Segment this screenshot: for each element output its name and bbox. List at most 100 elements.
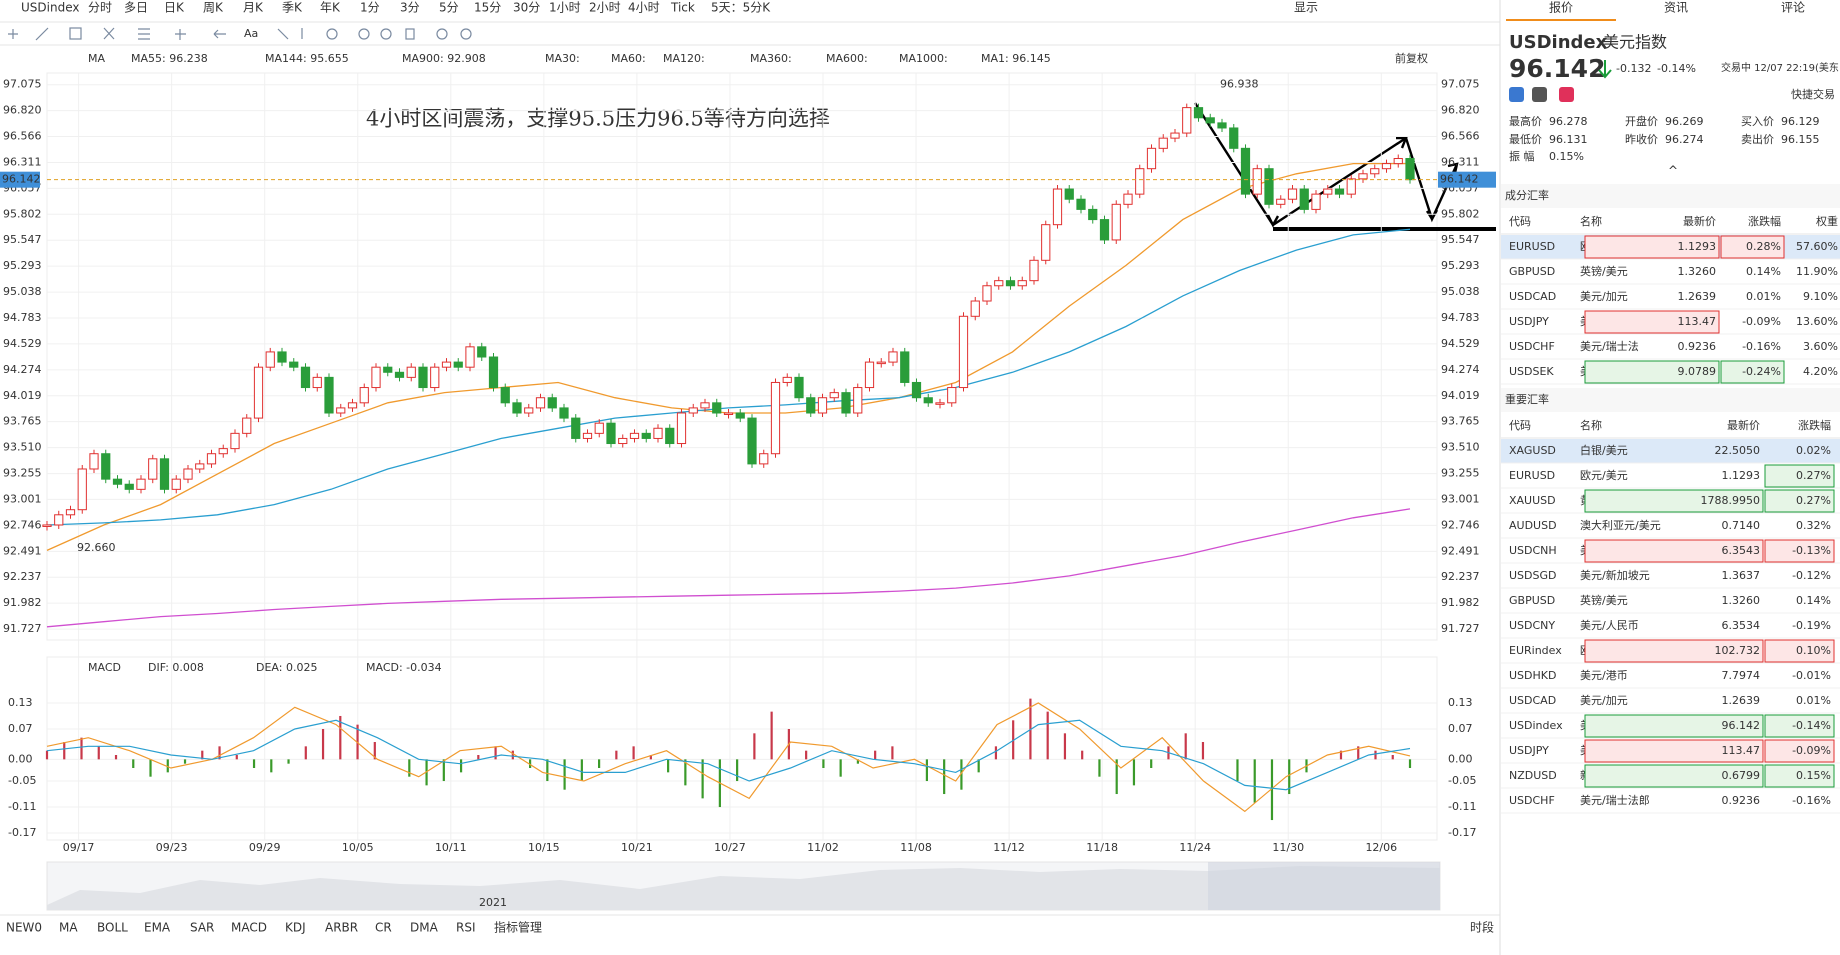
- candle: [829, 392, 839, 399]
- y-tick-label: 92.491: [3, 544, 42, 557]
- cell-code[interactable]: USDCAD: [1509, 290, 1556, 303]
- cell-code[interactable]: USDCNH: [1509, 544, 1557, 557]
- cell-code[interactable]: USDSGD: [1509, 569, 1556, 582]
- panel-tab[interactable]: 报价: [1549, 0, 1573, 15]
- indicator-tab[interactable]: MACD: [231, 921, 267, 935]
- collapse-caret[interactable]: ^: [1668, 164, 1678, 178]
- cell-code[interactable]: GBPUSD: [1509, 265, 1555, 278]
- candle: [1017, 280, 1027, 287]
- period-tab[interactable]: Tick: [670, 1, 695, 15]
- indicator-tab[interactable]: NEW0: [6, 921, 42, 935]
- flash-box: [1764, 539, 1835, 563]
- table-header: 名称: [1580, 418, 1602, 432]
- flash-box: [1764, 739, 1835, 763]
- candle: [347, 402, 358, 409]
- cell-code[interactable]: USDHKD: [1509, 669, 1556, 682]
- period-tab[interactable]: 30分: [513, 1, 540, 15]
- candle: [1170, 132, 1180, 139]
- candle: [465, 346, 475, 368]
- candle: [42, 524, 52, 527]
- candle: [1088, 208, 1098, 221]
- cell-code[interactable]: AUDUSD: [1509, 519, 1557, 532]
- candle: [312, 376, 322, 389]
- cell-code[interactable]: GBPUSD: [1509, 594, 1555, 607]
- y-tick-label: 93.255: [3, 467, 42, 480]
- indicator-tab[interactable]: RSI: [456, 921, 476, 935]
- period-tab[interactable]: 4小时: [628, 1, 660, 15]
- period-tab[interactable]: 5天：5分K: [711, 1, 771, 15]
- indicator-tab[interactable]: CR: [375, 921, 392, 935]
- period-tab[interactable]: 分时: [88, 1, 112, 15]
- period-tab[interactable]: 1分: [360, 1, 380, 15]
- period-tab[interactable]: 周K: [203, 1, 224, 15]
- indicator-tab[interactable]: KDJ: [285, 921, 306, 935]
- candle: [653, 427, 663, 439]
- candle: [65, 509, 76, 516]
- cell-code[interactable]: USDJPY: [1509, 315, 1549, 328]
- period-tab[interactable]: 3分: [400, 1, 420, 15]
- quote-icon[interactable]: [1559, 87, 1574, 102]
- quote-icon[interactable]: [1509, 87, 1524, 102]
- candle: [759, 453, 769, 465]
- indicator-tab[interactable]: ARBR: [325, 921, 358, 935]
- period-tab[interactable]: 年K: [320, 1, 341, 15]
- indicator-tab[interactable]: DMA: [410, 921, 439, 935]
- cell-code[interactable]: EURUSD: [1509, 469, 1555, 482]
- cell-name: 英镑/美元: [1580, 593, 1628, 607]
- flash-box: [1584, 489, 1764, 513]
- y-tick-label: 94.783: [3, 311, 42, 324]
- indicator-tab[interactable]: EMA: [144, 921, 171, 935]
- candle: [606, 422, 616, 445]
- period-tab[interactable]: 1小时: [549, 1, 581, 15]
- quote-icon[interactable]: [1532, 87, 1547, 102]
- cell-code[interactable]: USDCNY: [1509, 619, 1555, 632]
- period-tab[interactable]: 日K: [164, 1, 185, 15]
- cell-code[interactable]: USDCHF: [1509, 794, 1555, 807]
- panel-tab[interactable]: 资讯: [1664, 1, 1688, 15]
- cell-code[interactable]: XAGUSD: [1509, 444, 1556, 457]
- cell-code[interactable]: USDSEK: [1509, 365, 1554, 378]
- indicator-tab[interactable]: BOLL: [97, 921, 128, 935]
- cell-code[interactable]: XAUUSD: [1509, 494, 1556, 507]
- cell-name: 美元/新加坡元: [1580, 568, 1650, 582]
- cell-change: 0.27%: [1796, 469, 1831, 482]
- cell-code[interactable]: USDCAD: [1509, 694, 1556, 707]
- period-tab[interactable]: 季K: [282, 1, 303, 15]
- period-tab[interactable]: 15分: [474, 1, 501, 15]
- cell-code[interactable]: EURindex: [1509, 644, 1562, 657]
- quick-trade[interactable]: 快捷交易: [1791, 87, 1835, 101]
- period-tab[interactable]: 多日: [124, 1, 148, 15]
- table-header: 名称: [1580, 214, 1602, 228]
- y-tick-label: 95.293: [3, 259, 42, 272]
- period-tab[interactable]: 2小时: [589, 1, 621, 15]
- navigator-window[interactable]: [1208, 862, 1440, 910]
- cell-change: -0.16%: [1742, 340, 1781, 353]
- y-tick-label: 96.311: [1441, 155, 1480, 168]
- ma-legend: MA120:: [663, 52, 705, 65]
- period-tab[interactable]: 月K: [243, 1, 264, 15]
- display-menu[interactable]: 显示: [1294, 1, 1318, 15]
- candle: [1264, 168, 1274, 205]
- y-tick-label: 94.529: [1441, 337, 1480, 350]
- period-tab[interactable]: 5分: [439, 1, 459, 15]
- y-tick-label: 94.019: [3, 389, 42, 402]
- indicator-tab[interactable]: SAR: [190, 921, 214, 935]
- symbol[interactable]: USDindex: [21, 1, 79, 15]
- cell-code[interactable]: USDindex: [1509, 719, 1563, 732]
- indicator-manage[interactable]: 指标管理: [494, 920, 542, 935]
- cell-code[interactable]: EURUSD: [1509, 240, 1555, 253]
- indicator-tab[interactable]: MA: [59, 921, 78, 935]
- y-tick-label: 0.13: [8, 696, 33, 709]
- text-tool[interactable]: Aa: [244, 27, 258, 40]
- ma-legend: MA55: 96.238: [131, 52, 208, 65]
- drawing-tools[interactable]: [8, 27, 472, 41]
- period-button[interactable]: 时段: [1470, 920, 1494, 935]
- candle: [911, 381, 922, 399]
- adjust-toggle[interactable]: 前复权: [1395, 51, 1428, 65]
- panel-tab[interactable]: 评论: [1781, 1, 1805, 15]
- cell-code[interactable]: USDJPY: [1509, 744, 1549, 757]
- cell-code[interactable]: USDCHF: [1509, 340, 1555, 353]
- ma-legend: MA60:: [611, 52, 646, 65]
- cell-code[interactable]: NZDUSD: [1509, 769, 1557, 782]
